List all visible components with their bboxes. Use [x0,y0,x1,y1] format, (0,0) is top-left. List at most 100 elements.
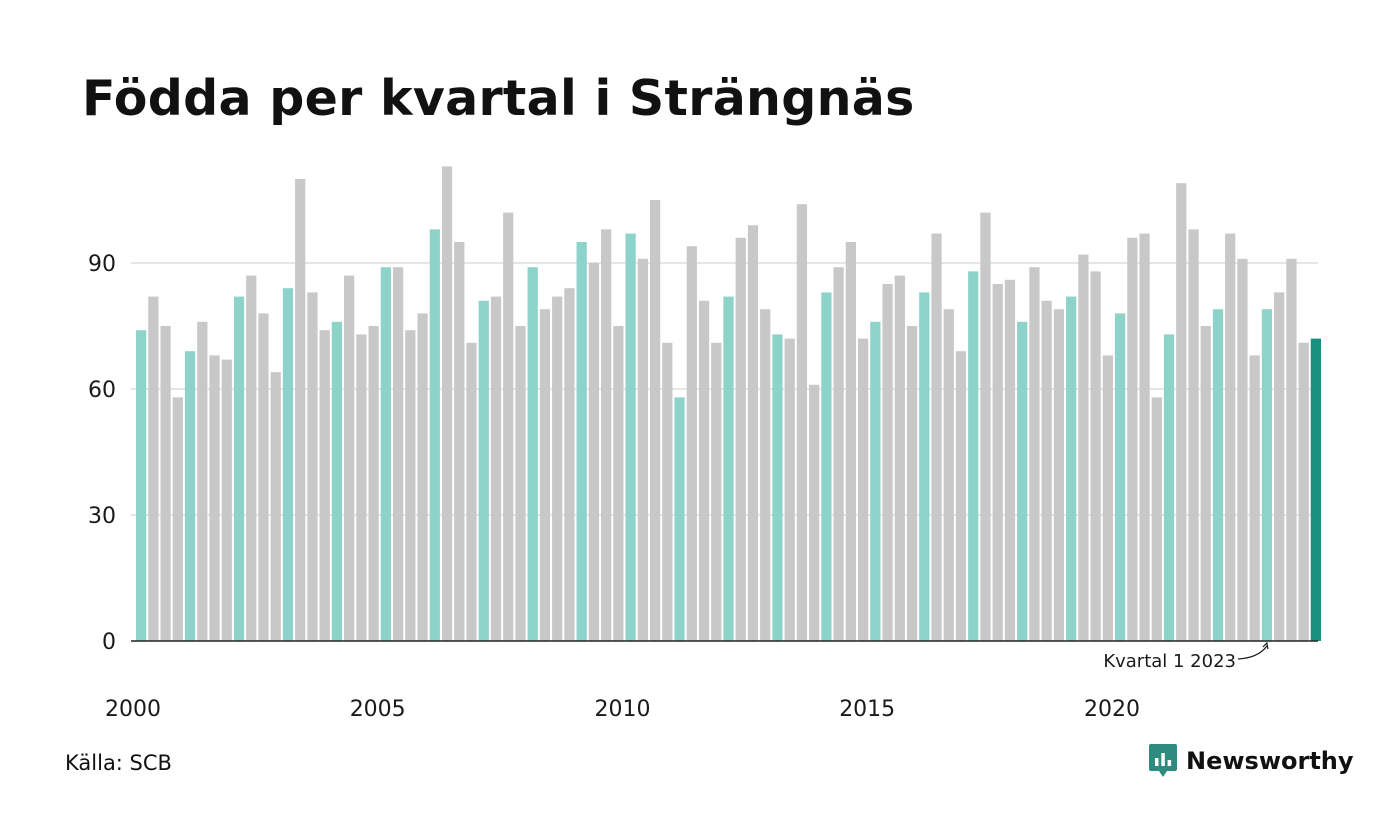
bar [429,229,440,641]
bar [698,300,710,641]
bar [160,326,171,641]
x-tick-label: 2015 [839,697,895,722]
y-tick-label: 90 [88,252,116,277]
bar [368,326,379,641]
bar [380,267,391,641]
bar [221,359,232,641]
bar [209,355,220,641]
x-tick-label: 2010 [595,697,651,722]
bar [1274,292,1285,641]
bar [747,225,759,641]
bar [454,242,465,641]
bar [588,263,600,641]
bar [882,284,893,641]
bar [1225,233,1236,641]
bar [1249,355,1260,641]
bar [613,326,624,641]
source-label: Källa: SCB [65,751,172,775]
bar [246,275,257,641]
bar [392,267,404,641]
bar [955,351,967,641]
bar [356,334,367,641]
bar [295,179,306,641]
bar [441,166,453,641]
bar [1041,300,1052,641]
bar [674,397,685,641]
bar [1212,309,1224,641]
bar [172,397,183,641]
annotation-label: Kvartal 1 2023 [1103,651,1236,672]
bar [772,334,783,641]
bar [331,321,343,641]
bar [1286,258,1297,641]
bar [184,351,196,641]
x-tick-label: 2020 [1084,697,1140,722]
bar [601,229,612,641]
bar [515,326,526,641]
bar [1176,183,1187,641]
bar [1237,258,1248,641]
bar [931,233,942,641]
bar [307,292,318,641]
bar [405,330,416,641]
bar [344,275,355,641]
bar [943,309,954,641]
bar [539,309,551,641]
bar [711,342,722,641]
bar [809,384,820,641]
bar [1298,342,1309,641]
bar [136,330,147,641]
bar [1114,313,1126,641]
y-tick-label: 60 [88,378,116,403]
bar [1102,355,1113,641]
bar [1078,254,1089,641]
bar [833,267,844,641]
bar [625,233,636,641]
brand-name: Newsworthy [1186,747,1354,775]
bar [784,338,795,641]
bar [857,338,869,641]
bar [1151,397,1162,641]
bar [1139,233,1150,641]
bar [1163,334,1175,641]
newsworthy-logo-icon [1149,744,1177,777]
bar [992,284,1003,641]
bar-chart: 0 30 60 90 2000 2005 2010 2015 2020 Kvartal 1 20… [88,166,1321,722]
bar [980,212,991,641]
bar [1066,296,1077,641]
y-tick-label: 0 [102,630,116,655]
bar [1053,309,1065,641]
bars [136,166,1321,642]
bar [417,313,428,641]
annotation-arrow [1237,641,1269,660]
bar [1017,321,1028,641]
bar [894,275,905,641]
y-tick-label: 30 [88,504,116,529]
bar [845,242,856,641]
bar [919,292,930,641]
bar [1188,229,1199,641]
bar [760,309,771,641]
bar [270,372,281,641]
bar [233,296,245,641]
bar [662,342,673,641]
bar [906,326,918,641]
axis-labels: 0 30 60 90 2000 2005 2010 2015 2020 [88,252,1140,722]
chart-title: Födda per kvartal i Strängnäs [82,70,915,127]
brand-logo: Newsworthy [1148,743,1354,779]
bar [637,258,648,641]
bar [1261,309,1273,641]
bar [1004,279,1016,641]
bar [564,288,575,641]
bar [148,296,159,641]
bar [503,212,514,641]
bar [649,200,661,641]
bar [1127,237,1138,642]
bar [1090,271,1101,641]
bar [319,330,330,641]
bar [258,313,269,641]
bar [490,296,502,641]
bar [723,296,734,641]
bar [552,296,563,641]
bar [197,321,208,641]
